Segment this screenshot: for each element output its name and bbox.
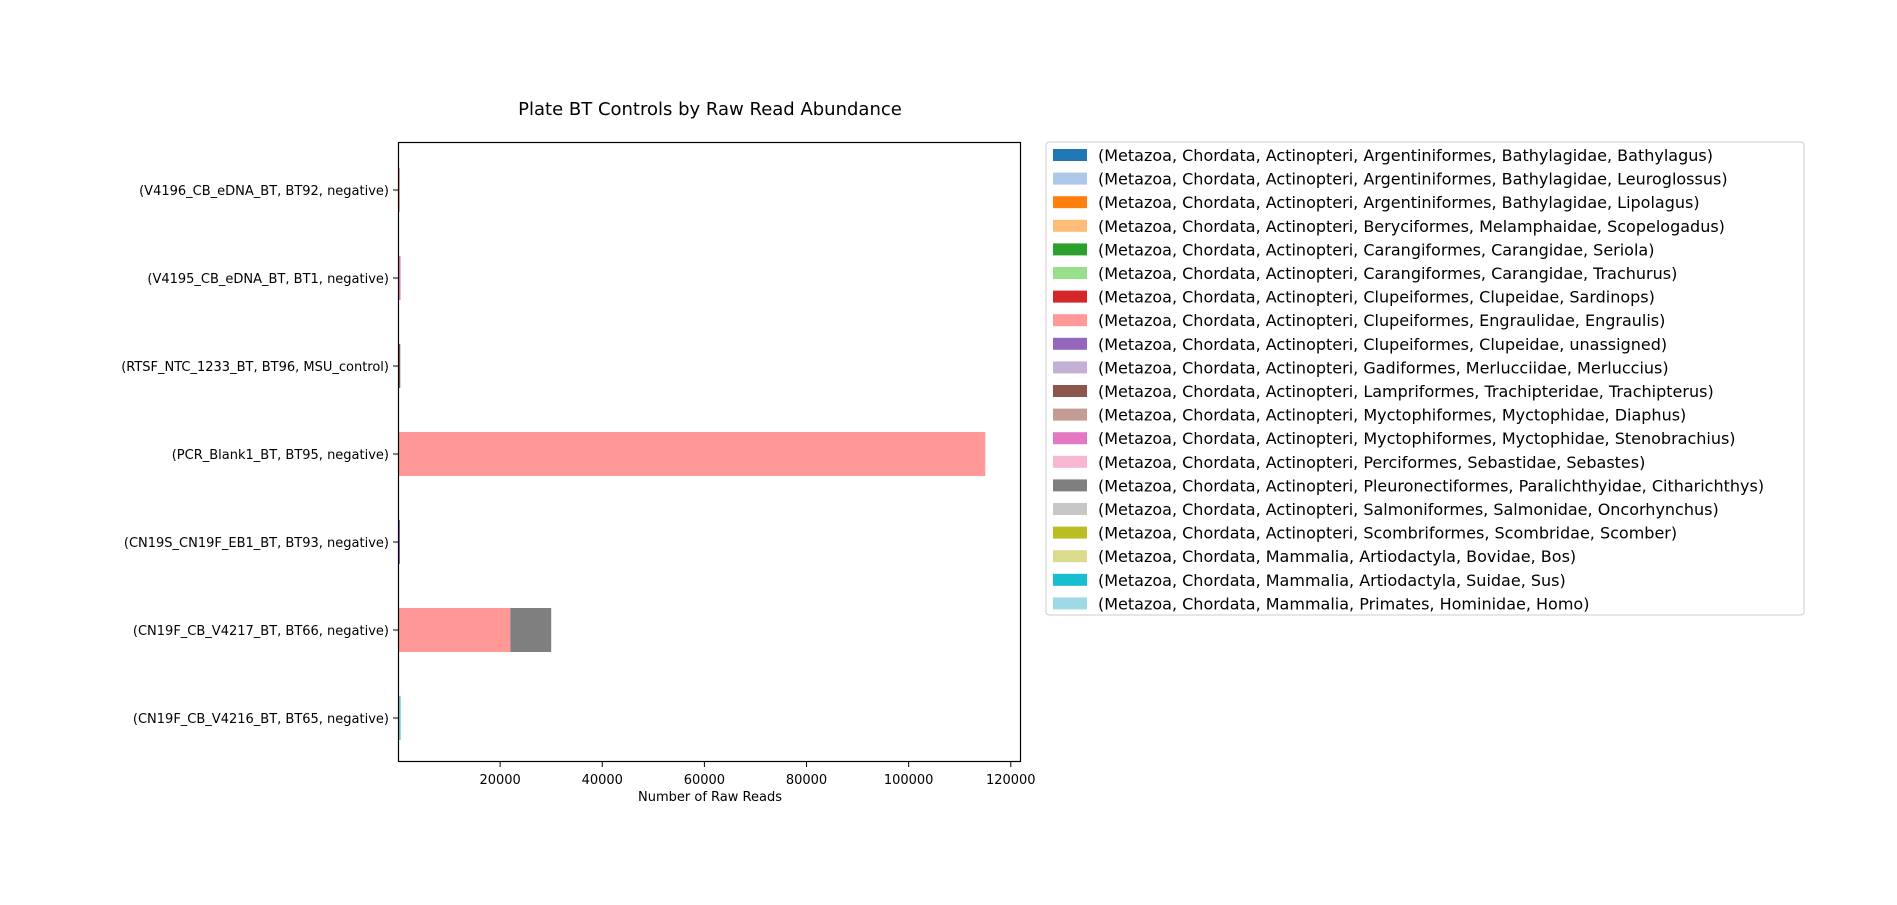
x-axis: 20000 40000 60000 80000 100000 120000: [479, 762, 1036, 788]
bar-segment: [399, 696, 402, 740]
legend-swatch: [1053, 314, 1087, 327]
bar-segment: [398, 608, 511, 652]
legend-label: (Metazoa, Chordata, Actinopteri, Lamprif…: [1098, 382, 1714, 401]
bar-segment: [398, 520, 401, 564]
y-tick-label: (V4196_CB_eDNA_BT, BT92, negative): [139, 184, 389, 199]
legend-swatch: [1053, 408, 1087, 421]
legend-label: (Metazoa, Chordata, Mammalia, Primates, …: [1098, 594, 1589, 613]
legend-swatch: [1053, 172, 1087, 185]
plot-frame: [397, 141, 1022, 763]
y-tick-label: (CN19F_CB_V4217_BT, BT66, negative): [133, 624, 389, 639]
y-axis: (CN19F_CB_V4216_BT, BT65, negative) (CN19…: [121, 184, 398, 727]
legend-label: (Metazoa, Chordata, Actinopteri, Argenti…: [1098, 146, 1713, 165]
legend-swatch: [1053, 479, 1087, 492]
legend-label: (Metazoa, Chordata, Actinopteri, Myctoph…: [1098, 406, 1686, 425]
legend-label: (Metazoa, Chordata, Actinopteri, Argenti…: [1098, 170, 1728, 189]
legend-swatch: [1053, 219, 1087, 232]
legend-swatch: [1053, 361, 1087, 374]
legend-label: (Metazoa, Chordata, Actinopteri, Pleuron…: [1098, 476, 1764, 495]
y-tick-label: (PCR_Blank1_BT, BT95, negative): [172, 448, 389, 463]
legend-label: (Metazoa, Chordata, Actinopteri, Carangi…: [1098, 264, 1677, 283]
x-tick-label: 40000: [582, 773, 623, 788]
x-tick-label: 80000: [786, 773, 827, 788]
legend-swatch: [1053, 573, 1087, 586]
legend-swatch: [1053, 243, 1087, 256]
x-tick-label: 100000: [884, 773, 934, 788]
chart-title: Plate BT Controls by Raw Read Abundance: [518, 99, 902, 120]
legend-swatch: [1053, 337, 1087, 350]
legend-swatch: [1053, 267, 1087, 279]
bar-segment: [398, 344, 401, 388]
legend-label: (Metazoa, Chordata, Actinopteri, Myctoph…: [1098, 429, 1736, 448]
bar-segment: [510, 608, 552, 652]
legend-swatch: [1053, 385, 1087, 397]
legend-label: (Metazoa, Chordata, Actinopteri, Carangi…: [1098, 240, 1654, 259]
bar-segment: [398, 432, 986, 476]
bar-segment: [399, 256, 401, 300]
legend-swatch: [1053, 455, 1087, 468]
x-tick-label: 120000: [986, 773, 1036, 788]
x-tick-label: 60000: [684, 773, 725, 788]
legend-label: (Metazoa, Chordata, Actinopteri, Argenti…: [1098, 193, 1700, 212]
x-axis-label: Number of Raw Reads: [638, 790, 782, 805]
legend-swatch: [1053, 526, 1087, 539]
legend-swatch: [1053, 432, 1087, 445]
legend-label: (Metazoa, Chordata, Actinopteri, Gadifor…: [1098, 358, 1669, 377]
y-tick-label: (RTSF_NTC_1233_BT, BT96, MSU_control): [121, 360, 389, 375]
legend-label: (Metazoa, Chordata, Actinopteri, Scombri…: [1098, 524, 1677, 543]
legend-swatch: [1053, 550, 1087, 563]
legend-label: (Metazoa, Chordata, Actinopteri, Percifo…: [1098, 453, 1645, 472]
legend-label: (Metazoa, Chordata, Actinopteri, Salmoni…: [1098, 500, 1719, 519]
y-tick-label: (V4195_CB_eDNA_BT, BT1, negative): [147, 272, 389, 287]
legend-swatch: [1053, 503, 1087, 515]
legend-label: (Metazoa, Chordata, Actinopteri, Berycif…: [1098, 217, 1725, 236]
legend-label: (Metazoa, Chordata, Mammalia, Artiodacty…: [1098, 547, 1576, 566]
legend-swatch: [1053, 196, 1087, 209]
legend-swatch: [1053, 149, 1087, 161]
legend-label: (Metazoa, Chordata, Actinopteri, Clupeif…: [1098, 288, 1655, 307]
legend-frame: [1045, 141, 1805, 616]
legend: (Metazoa, Chordata, Actinopteri, Argenti…: [1045, 141, 1805, 616]
legend-swatch: [1053, 597, 1087, 610]
legend-label: (Metazoa, Chordata, Actinopteri, Clupeif…: [1098, 335, 1667, 354]
legend-label: (Metazoa, Chordata, Actinopteri, Clupeif…: [1098, 311, 1665, 330]
y-tick-label: (CN19F_CB_V4216_BT, BT65, negative): [133, 712, 389, 727]
y-tick-label: (CN19S_CN19F_EB1_BT, BT93, negative): [124, 536, 389, 551]
bars-layer: [398, 168, 986, 740]
x-tick-label: 20000: [479, 773, 520, 788]
legend-label: (Metazoa, Chordata, Mammalia, Artiodacty…: [1098, 571, 1566, 590]
legend-swatch: [1053, 290, 1087, 303]
